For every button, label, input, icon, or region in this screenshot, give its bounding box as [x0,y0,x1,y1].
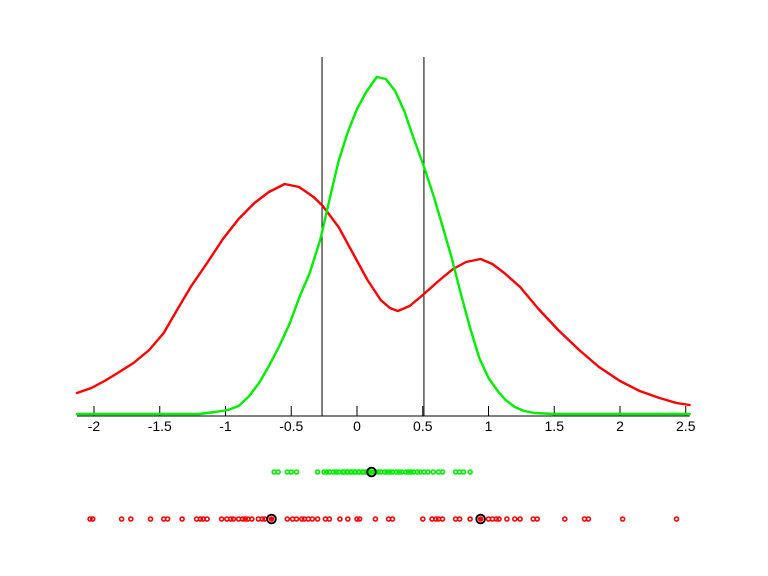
highlighted-dot-core [268,516,275,522]
rug-dot [239,516,246,522]
rug-dot [128,516,134,522]
rug-dot [230,516,237,522]
rug-dot [433,516,439,522]
rug-dot [517,516,523,522]
rug-dot [425,469,431,475]
rug-dot [460,469,467,475]
rug-dot [288,469,295,475]
x-tick-label: 0 [353,418,361,434]
x-tick-label: -2 [88,418,101,434]
x-tick-label: 2.5 [676,418,696,434]
rug-dot [314,516,321,522]
rug-dot [405,469,412,475]
rug-dot [337,516,343,522]
green-density-curve [75,75,691,416]
rug-dot [534,516,541,522]
x-tick-label: 2 [616,418,624,434]
rug-dot [333,469,339,475]
rug-dot [87,516,93,522]
rug-dot [164,516,171,522]
rug-dot [493,516,500,522]
rug-dot [326,516,333,522]
rug-dot [384,469,391,475]
rug-dot [354,516,360,522]
rug-dot [228,516,234,522]
rug-dot [197,516,204,522]
rug-dot [381,469,388,475]
rug-dot [275,469,281,475]
rug-dot [585,516,592,522]
rug-dot [467,516,473,522]
rug-dot [619,516,626,522]
rug-dot [496,516,502,522]
rug-dot [439,516,446,522]
rug-dot [389,516,396,522]
rug-dot [323,469,330,475]
rug-dot [89,516,96,522]
rug-dot [673,516,680,522]
green-samples-rug [271,466,473,478]
rug-dot [293,516,300,522]
highlight-ring [266,513,277,525]
red-density-curve [75,182,691,407]
rug-dot [372,516,379,522]
x-axis: -2 -1.5 -1 -0.5 0 0.5 1 1.5 2 2.5 [76,406,696,434]
rug-dot [249,516,255,522]
rug-dot [147,516,154,522]
rug-dot [321,469,327,475]
x-tick-label: -1.5 [148,418,172,434]
rug-dot [467,469,473,475]
rug-dot [284,516,291,522]
rug-dot [344,516,351,522]
rug-dot [179,516,185,522]
rug-dot [309,516,316,522]
rug-dot [419,516,426,522]
rug-dot [387,469,393,475]
rug-dot [293,469,300,475]
rug-dot [242,516,248,522]
rug-dot [330,469,337,475]
rug-dot [414,469,421,475]
x-tick-label: -1 [219,418,232,434]
x-tick-label: 1 [485,418,493,434]
rug-dot [259,516,266,522]
rug-dot [396,469,402,475]
rug-dot [511,516,518,522]
highlighted-dot-core [477,516,484,522]
rug-dot [561,516,568,522]
highlight-ring [366,466,377,478]
highlight-ring [475,513,486,525]
rug-dot [439,469,446,475]
rug-dot [402,469,409,475]
rug-dot [408,469,414,475]
rug-dot [393,469,400,475]
rug-dot [504,516,510,522]
rug-dot [118,516,125,522]
rug-dot [204,516,210,522]
highlighted-dot-core [368,469,375,475]
x-tick-label: 1.5 [545,418,565,434]
rug-dot [456,516,463,522]
red-samples-rug [87,513,680,525]
rug-dot [314,469,321,475]
x-tick-label: 0.5 [413,418,433,434]
rug-dot [356,516,363,522]
rug-dot [218,516,225,522]
x-tick-label: -0.5 [279,418,303,434]
rug-dot [430,469,437,475]
rug-dot [298,516,305,522]
